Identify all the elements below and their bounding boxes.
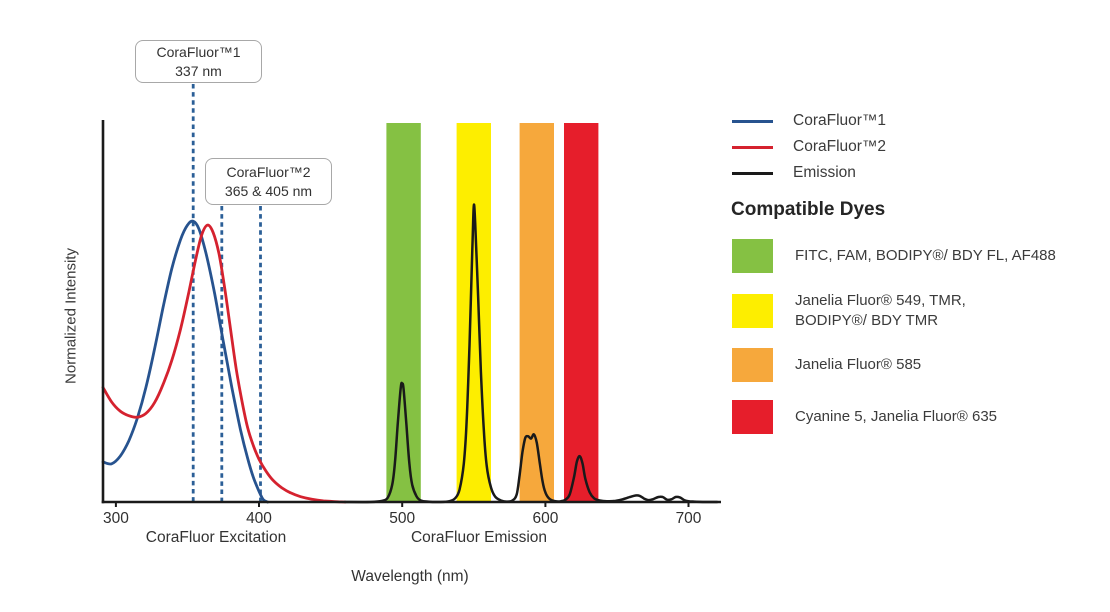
legend-item-corafluor2: CoraFluor™2: [732, 138, 886, 156]
series-curve-3: [343, 203, 719, 504]
dye-label: Janelia Fluor® 585: [795, 356, 922, 374]
dye-row-yellow: Janelia Fluor® 549, TMR, BODIPY®/ BDY TM…: [732, 291, 1056, 330]
spectra-chart: 300 400 500 600 700: [101, 84, 721, 527]
x-tick-label-500: 500: [389, 510, 415, 527]
red-color-swatch: [732, 400, 773, 434]
yellow-color-swatch: [732, 293, 773, 328]
red-filter-band: [564, 123, 599, 502]
legend-line-swatch-red: [732, 145, 773, 149]
x-tick-label-700: 700: [676, 510, 702, 527]
x-tick-label-400: 400: [246, 510, 272, 527]
callout-corafluor2: CoraFluor™2 365 & 405 nm: [205, 158, 332, 205]
dye-row-red: Cyanine 5, Janelia Fluor® 635: [732, 400, 1056, 434]
x-axis-title: Wavelength (nm): [351, 568, 469, 585]
dye-label: Cyanine 5, Janelia Fluor® 635: [795, 408, 998, 426]
compatible-dyes-list: FITC, FAM, BODIPY®/ BDY FL, AF488 Janeli…: [732, 239, 1056, 452]
series-curve-1: [101, 219, 269, 504]
callout-corafluor1-title: CoraFluor™1: [156, 43, 241, 60]
legend-label: Emission: [793, 164, 856, 181]
x-region-label-excitation: CoraFluor Excitation: [145, 529, 287, 546]
x-tick-label-600: 600: [532, 510, 558, 527]
legend-label: CoraFluor™1: [793, 112, 887, 129]
y-axis-title: Normalized Intensity: [62, 248, 80, 384]
legend: CoraFluor™1 CoraFluor™2 Emission: [732, 112, 886, 190]
dye-row-green: FITC, FAM, BODIPY®/ BDY FL, AF488: [732, 239, 1056, 273]
dye-label: FITC, FAM, BODIPY®/ BDY FL, AF488: [795, 247, 1056, 265]
green-filter-band: [386, 123, 421, 502]
x-region-label-emission: CoraFluor Emission: [410, 529, 548, 546]
legend-label: CoraFluor™2: [793, 138, 887, 155]
series-curve-2: [101, 223, 347, 504]
dye-row-orange: Janelia Fluor® 585: [732, 348, 1056, 382]
dye-label: Janelia Fluor® 549, TMR, BODIPY®/ BDY TM…: [795, 292, 966, 329]
callout-corafluor1: CoraFluor™1 337 nm: [135, 40, 262, 83]
compatible-dyes-heading: Compatible Dyes: [731, 199, 886, 220]
orange-color-swatch: [732, 348, 773, 382]
callout-corafluor2-title: CoraFluor™2: [226, 163, 311, 180]
legend-item-corafluor1: CoraFluor™1: [732, 112, 886, 130]
green-color-swatch: [732, 239, 773, 273]
x-tick-label-300: 300: [103, 510, 129, 527]
legend-line-swatch-black: [732, 171, 773, 175]
legend-line-swatch-blue: [732, 119, 773, 123]
callout-corafluor2-wavelength: 365 & 405 nm: [224, 182, 313, 199]
legend-item-emission: Emission: [732, 164, 886, 182]
callout-corafluor1-wavelength: 337 nm: [175, 62, 222, 79]
